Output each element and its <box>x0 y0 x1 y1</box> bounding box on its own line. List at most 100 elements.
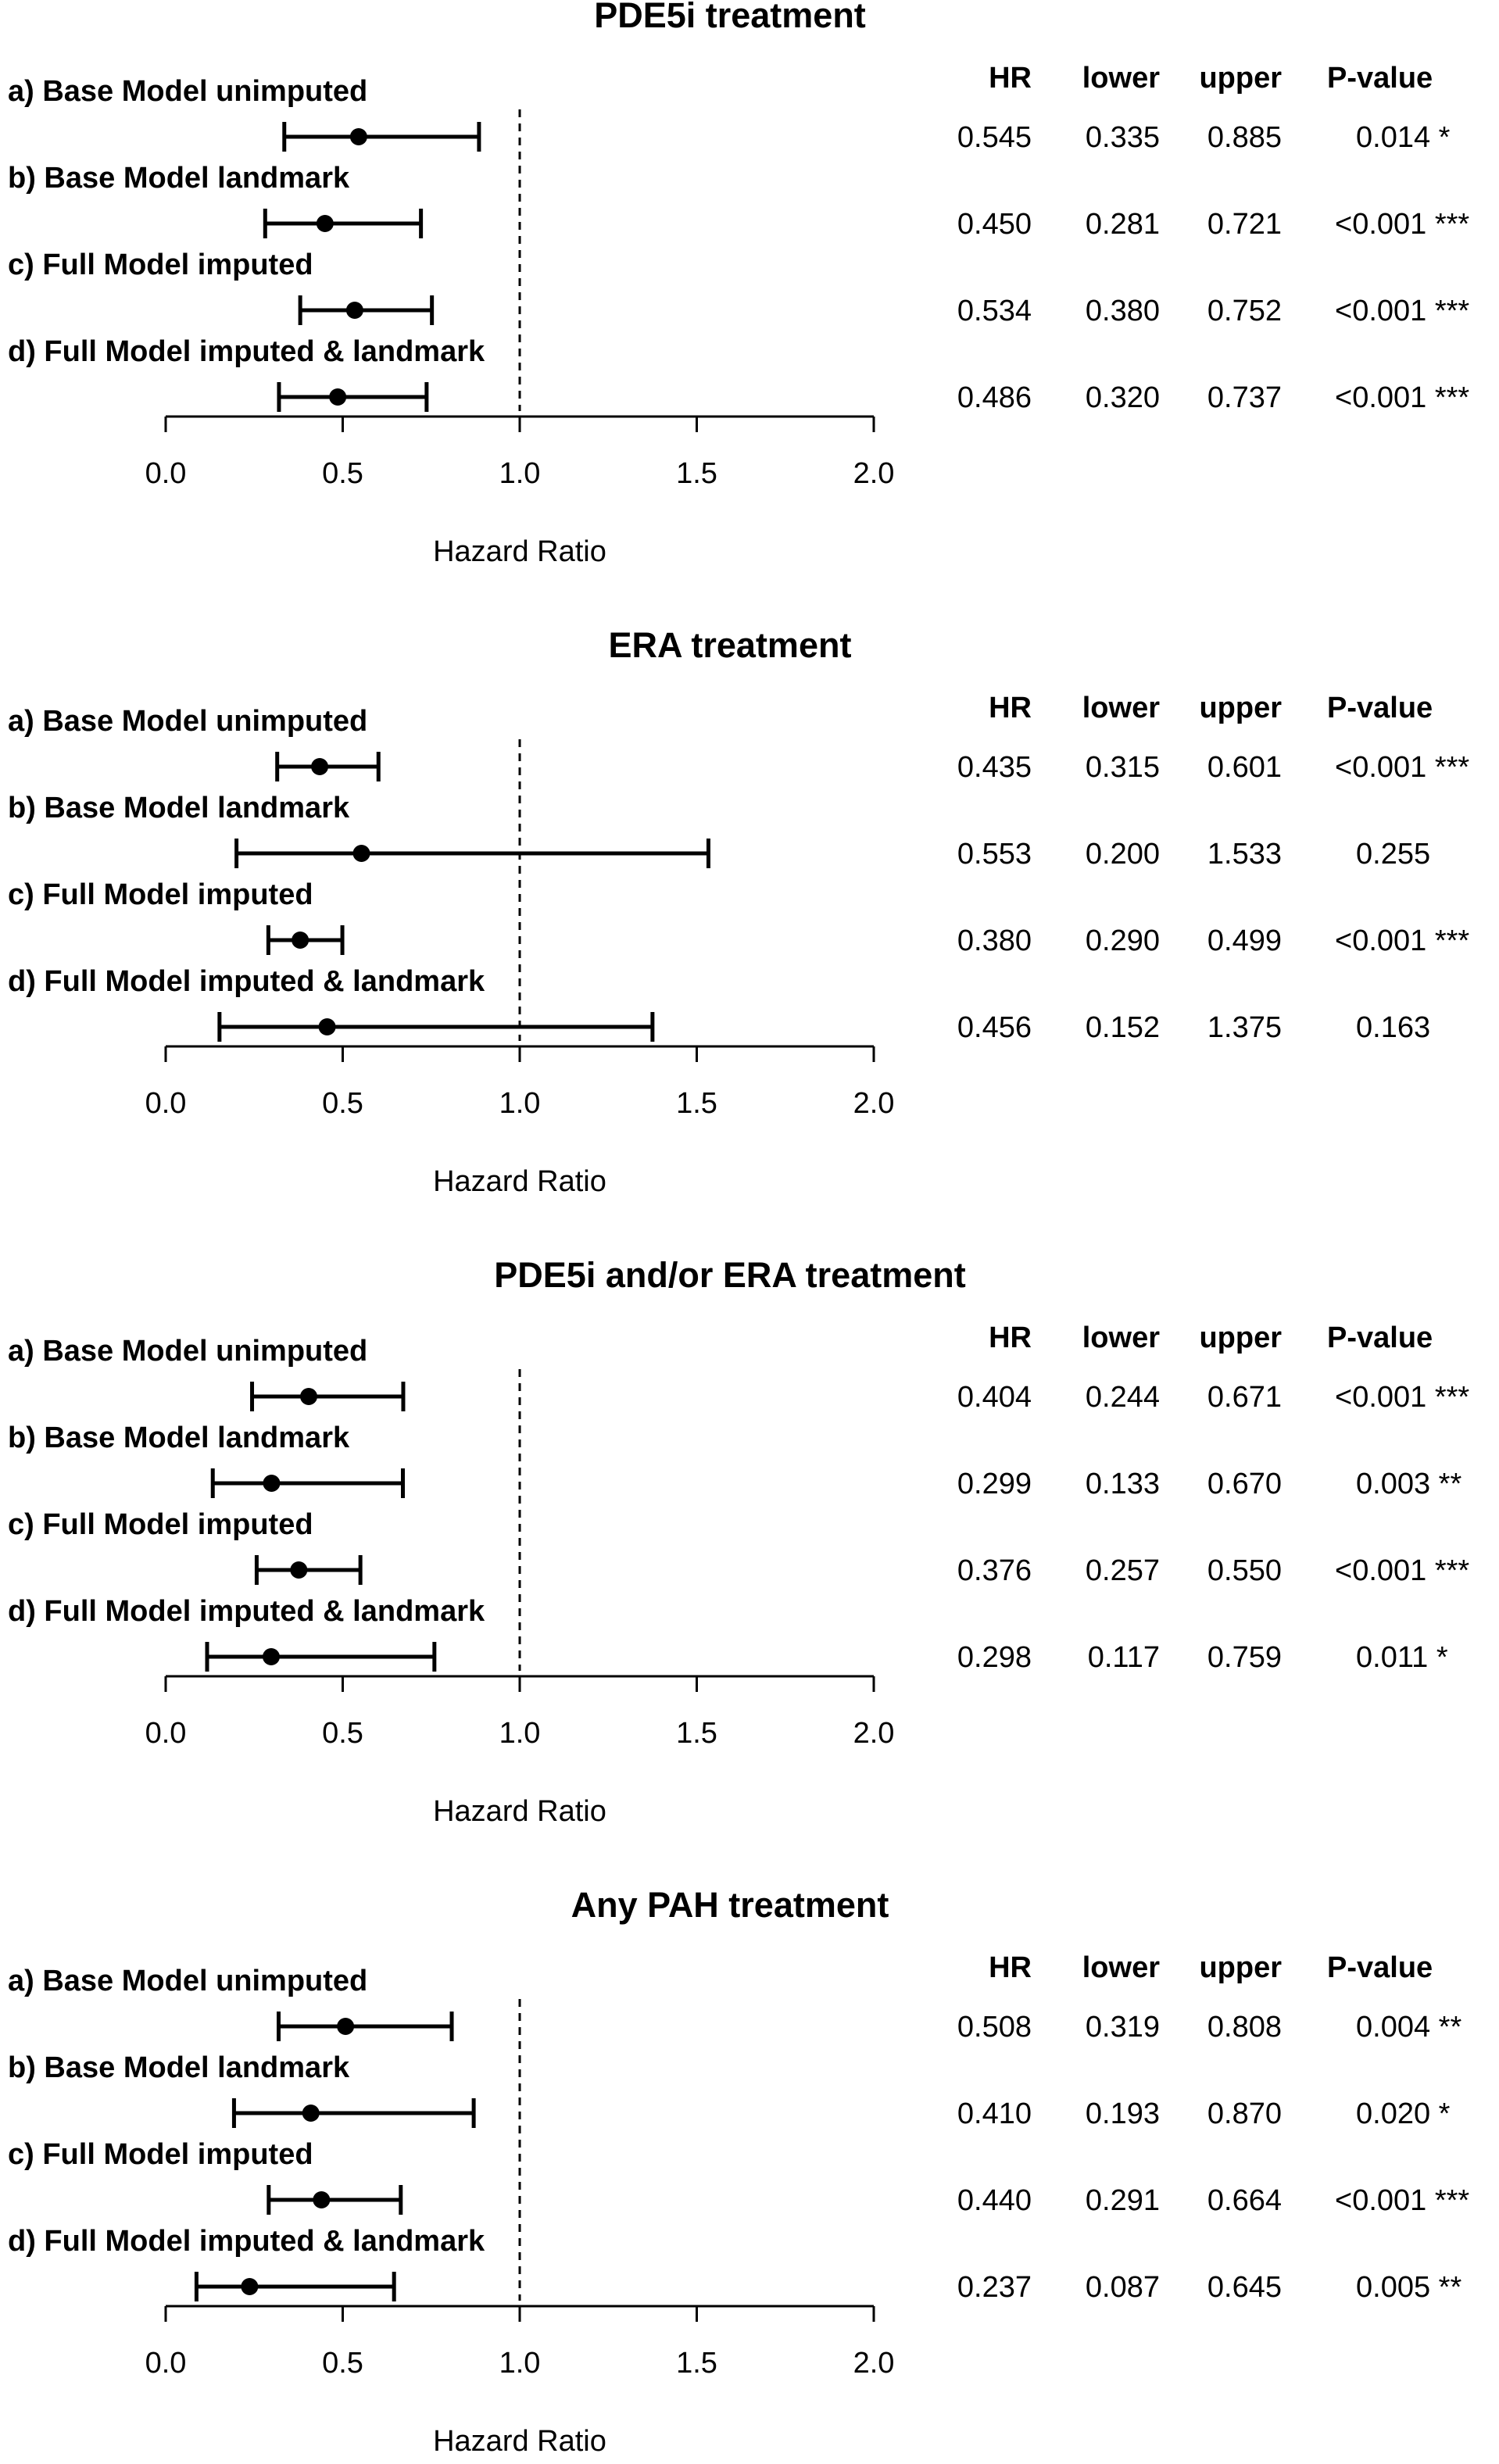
cell-p-value: <0.001 *** <box>1335 751 1469 784</box>
hr-point <box>337 2018 355 2035</box>
cell-upper: 0.885 <box>1207 121 1282 154</box>
hr-point <box>313 2191 331 2208</box>
cell-lower: 0.290 <box>1086 924 1160 957</box>
forest-row: c) Full Model imputed 0.534 0.380 0.752 <0.0… <box>8 249 1469 327</box>
hr-point <box>292 932 309 949</box>
cell-hr: 0.410 <box>957 2097 1032 2130</box>
row-label: c) Full Model imputed <box>8 1508 313 1541</box>
cell-upper: 0.808 <box>1207 2011 1282 2044</box>
row-label: a) Base Model unimputed <box>8 1335 367 1368</box>
cell-lower: 0.200 <box>1086 838 1160 871</box>
x-tick-label: 0.5 <box>322 457 363 490</box>
cell-lower: 0.319 <box>1086 2011 1160 2044</box>
cell-lower: 0.380 <box>1086 295 1160 327</box>
forest-row: b) Base Model landmark 0.553 0.200 1.533 0.2… <box>8 792 1430 871</box>
cell-upper: 0.752 <box>1207 295 1282 327</box>
panel-title: ERA treatment <box>609 625 852 665</box>
cell-lower: 0.133 <box>1086 1468 1160 1500</box>
x-tick-label: 0.0 <box>145 1717 187 1750</box>
hr-point <box>318 1018 336 1035</box>
table-header-hr: HR <box>989 62 1032 95</box>
cell-hr: 0.298 <box>957 1641 1032 1674</box>
row-label: a) Base Model unimputed <box>8 75 367 108</box>
cell-upper: 0.645 <box>1207 2271 1282 2304</box>
cell-upper: 0.601 <box>1207 751 1282 784</box>
cell-upper: 0.670 <box>1207 1468 1282 1500</box>
cell-lower: 0.320 <box>1086 381 1160 414</box>
cell-lower: 0.117 <box>1088 1641 1160 1674</box>
row-label: d) Full Model imputed & landmark <box>8 1595 485 1628</box>
cell-lower: 0.291 <box>1086 2184 1160 2217</box>
forest-row: d) Full Model imputed & landmark 0.486 0.3… <box>8 335 1469 414</box>
panel-title: Any PAH treatment <box>571 1885 889 1925</box>
x-tick-label: 0.0 <box>145 1087 187 1120</box>
cell-hr: 0.404 <box>957 1381 1032 1414</box>
row-label: c) Full Model imputed <box>8 2138 313 2171</box>
x-tick-label: 1.5 <box>676 2347 717 2380</box>
hr-point <box>349 128 367 145</box>
table-header-upper: upper <box>1199 692 1282 724</box>
row-label: d) Full Model imputed & landmark <box>8 965 485 998</box>
cell-p-value: <0.001 *** <box>1335 381 1469 414</box>
forest-row: d) Full Model imputed & landmark 0.298 0.1… <box>8 1595 1448 1674</box>
cell-hr: 0.380 <box>957 924 1032 957</box>
hr-point <box>300 1388 318 1405</box>
cell-lower: 0.193 <box>1086 2097 1160 2130</box>
x-tick-label: 0.5 <box>322 1717 363 1750</box>
cell-hr: 0.435 <box>957 751 1032 784</box>
x-tick-label: 0.0 <box>145 457 187 490</box>
forest-row: b) Base Model landmark 0.410 0.193 0.870 0.0… <box>8 2051 1451 2130</box>
row-label: c) Full Model imputed <box>8 878 313 911</box>
cell-upper: 0.870 <box>1207 2097 1282 2130</box>
hr-point <box>241 2278 259 2295</box>
cell-p-value: <0.001 *** <box>1335 1381 1469 1414</box>
hr-point <box>263 1475 281 1492</box>
cell-upper: 0.664 <box>1207 2184 1282 2217</box>
table-header-lower: lower <box>1082 1321 1160 1354</box>
cell-upper: 0.671 <box>1207 1381 1282 1414</box>
cell-p-value: 0.255 <box>1356 838 1430 871</box>
cell-p-value: 0.014 * <box>1356 121 1451 154</box>
row-label: b) Base Model landmark <box>8 792 350 824</box>
x-tick-label: 2.0 <box>853 2347 895 2380</box>
x-axis-title: Hazard Ratio <box>433 1795 606 1828</box>
cell-lower: 0.315 <box>1086 751 1160 784</box>
forest-row: b) Base Model landmark 0.450 0.281 0.721 <0.… <box>8 162 1469 241</box>
cell-lower: 0.152 <box>1086 1011 1160 1044</box>
forest-row: a) Base Model unimputed 0.435 0.315 0.601 <0… <box>8 705 1469 784</box>
x-axis-title: Hazard Ratio <box>433 2425 606 2458</box>
table-header-p-value: P-value <box>1327 1951 1433 1984</box>
cell-hr: 0.456 <box>957 1011 1032 1044</box>
row-label: d) Full Model imputed & landmark <box>8 335 485 368</box>
table-header-upper: upper <box>1199 1951 1282 1984</box>
table-header-p-value: P-value <box>1327 62 1433 95</box>
hr-point <box>311 758 329 775</box>
cell-upper: 0.737 <box>1207 381 1282 414</box>
row-label: d) Full Model imputed & landmark <box>8 2225 485 2258</box>
cell-hr: 0.237 <box>957 2271 1032 2304</box>
table-header-p-value: P-value <box>1327 692 1433 724</box>
cell-hr: 0.553 <box>957 838 1032 871</box>
cell-p-value: <0.001 *** <box>1335 2184 1469 2217</box>
cell-p-value: <0.001 *** <box>1335 208 1469 241</box>
forest-row: a) Base Model unimputed 0.508 0.319 0.808 0.… <box>8 1965 1461 2044</box>
cell-lower: 0.335 <box>1086 121 1160 154</box>
forest-row: c) Full Model imputed 0.440 0.291 0.664 <0.0… <box>8 2138 1469 2217</box>
cell-lower: 0.087 <box>1086 2271 1160 2304</box>
cell-upper: 1.375 <box>1207 1011 1282 1044</box>
cell-lower: 0.281 <box>1086 208 1160 241</box>
table-header-lower: lower <box>1082 62 1160 95</box>
x-tick-label: 2.0 <box>853 1717 895 1750</box>
hr-point <box>302 2105 320 2122</box>
table-header-hr: HR <box>989 692 1032 724</box>
hr-point <box>316 215 334 232</box>
x-tick-label: 2.0 <box>853 1087 895 1120</box>
hr-point <box>262 1648 280 1665</box>
cell-p-value: 0.005 ** <box>1356 2271 1461 2304</box>
forest-row: a) Base Model unimputed 0.545 0.335 0.885 0.… <box>8 75 1451 154</box>
forest-row: d) Full Model imputed & landmark 0.456 0.1… <box>8 965 1430 1044</box>
row-label: b) Base Model landmark <box>8 1422 350 1454</box>
